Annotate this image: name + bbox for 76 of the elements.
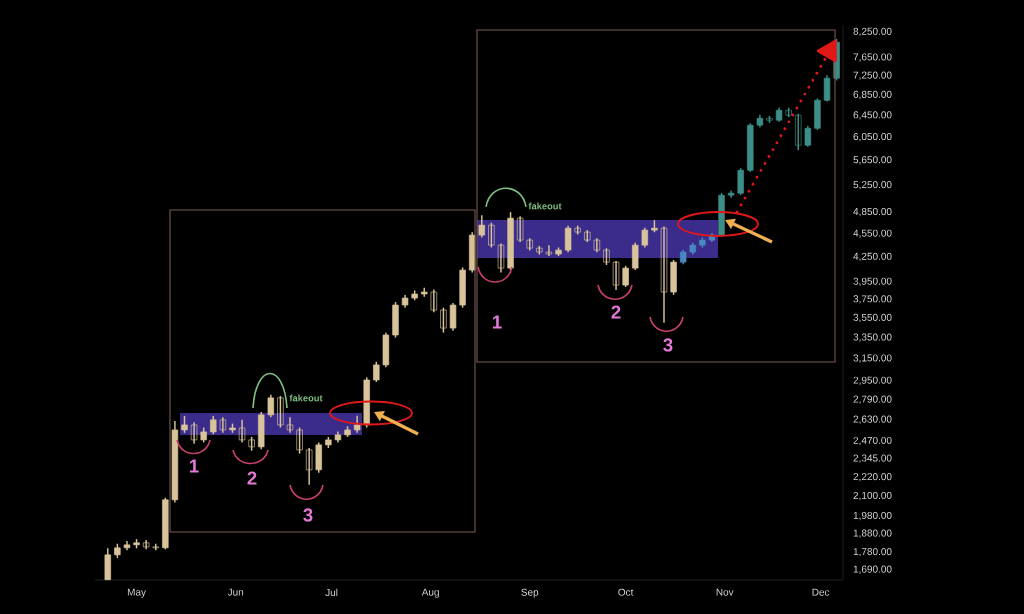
candlestick bbox=[162, 496, 169, 551]
candlestick bbox=[373, 361, 380, 383]
x-tick-label: Nov bbox=[716, 588, 734, 596]
candlestick bbox=[795, 113, 802, 151]
y-tick-label: 2,790.00 bbox=[853, 395, 892, 404]
y-tick-label: 2,345.00 bbox=[853, 454, 892, 463]
candlestick bbox=[593, 237, 601, 253]
y-tick-label: 2,630.00 bbox=[853, 415, 892, 424]
x-tick-label: Jul bbox=[325, 588, 338, 597]
y-tick-label: 4,850.00 bbox=[853, 207, 892, 217]
y-tick-label: 2,950.00 bbox=[853, 376, 892, 385]
candlestick bbox=[305, 447, 313, 486]
y-tick-label: 3,950.00 bbox=[853, 277, 892, 286]
y-tick-label: 5,250.00 bbox=[853, 181, 892, 190]
candlestick bbox=[430, 288, 438, 314]
annotation: 1 bbox=[492, 315, 502, 329]
y-tick-label: 8,250.00 bbox=[853, 27, 892, 36]
candlestick bbox=[142, 539, 150, 551]
candlestick bbox=[277, 395, 284, 429]
y-tick-label: 1,780.00 bbox=[853, 548, 892, 557]
y-tick-label: 2,100.00 bbox=[853, 491, 892, 501]
y-tick-label: 6,450.00 bbox=[853, 111, 892, 120]
y-tick-label: 2,220.00 bbox=[853, 473, 892, 482]
candlestick bbox=[507, 211, 514, 271]
candlestick bbox=[488, 222, 495, 249]
x-tick-label: May bbox=[127, 588, 146, 598]
x-tick-label: Sep bbox=[521, 588, 539, 598]
candlestick bbox=[545, 244, 553, 257]
y-tick-label: 6,850.00 bbox=[853, 90, 892, 100]
y-tick-label: 3,550.00 bbox=[853, 313, 892, 323]
candlestick bbox=[622, 265, 629, 288]
annotation: fakeout bbox=[528, 202, 562, 210]
x-tick-label: Oct bbox=[618, 588, 634, 596]
y-tick-label: 2,470.00 bbox=[853, 436, 892, 446]
candlestick bbox=[459, 266, 466, 309]
candlestick bbox=[747, 122, 754, 173]
annotation: 1 bbox=[189, 459, 199, 473]
y-tick-label: 1,690.00 bbox=[853, 565, 892, 574]
annotation: 2 bbox=[247, 471, 257, 485]
y-tick-label: 4,550.00 bbox=[853, 229, 892, 238]
annotation: 3 bbox=[303, 508, 313, 522]
candlestick bbox=[296, 426, 303, 455]
candlestick bbox=[238, 418, 246, 444]
candlestick bbox=[660, 225, 668, 324]
annotation: 3 bbox=[663, 338, 673, 352]
y-tick-label: 1,980.00 bbox=[853, 511, 892, 521]
y-tick-label: 3,150.00 bbox=[853, 354, 892, 363]
candlestick bbox=[190, 421, 198, 445]
x-tick-label: Aug bbox=[421, 588, 439, 598]
candlestick bbox=[497, 242, 505, 274]
y-tick-label: 7,650.00 bbox=[853, 53, 892, 62]
candlestick bbox=[516, 215, 524, 243]
candlestick bbox=[334, 430, 342, 444]
candlestick bbox=[392, 301, 399, 339]
candlestick bbox=[737, 167, 744, 196]
candlestick bbox=[814, 97, 821, 131]
candlestick bbox=[315, 441, 322, 474]
annotation: 2 bbox=[611, 305, 621, 319]
y-tick-label: 6,050.00 bbox=[853, 132, 892, 142]
candlestick bbox=[449, 302, 457, 332]
y-tick-label: 5,650.00 bbox=[853, 156, 892, 165]
y-tick-label: 1,880.00 bbox=[853, 529, 892, 538]
candlestick bbox=[440, 306, 447, 334]
y-tick-label: 3,350.00 bbox=[853, 333, 892, 342]
candlestick bbox=[219, 416, 227, 434]
candlestick bbox=[401, 294, 409, 309]
candlestick bbox=[286, 416, 294, 434]
y-tick-label: 3,750.00 bbox=[853, 295, 892, 304]
x-tick-label: Dec bbox=[812, 588, 830, 596]
annotation: fakeout bbox=[289, 394, 323, 402]
candlestick bbox=[210, 415, 217, 435]
y-tick-label: 4,250.00 bbox=[853, 252, 892, 262]
candlestick bbox=[670, 259, 677, 296]
x-tick-label: Jun bbox=[227, 588, 244, 596]
y-tick-label: 7,250.00 bbox=[853, 71, 892, 80]
candlestick bbox=[612, 260, 620, 291]
